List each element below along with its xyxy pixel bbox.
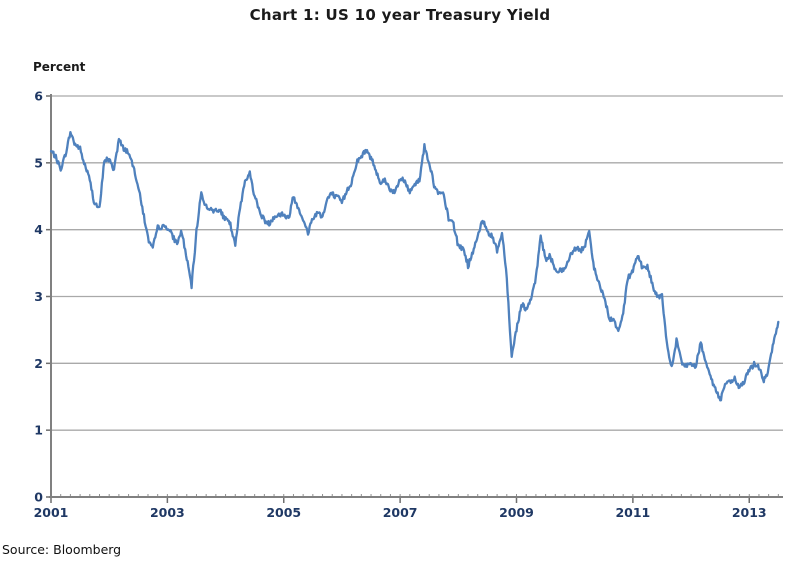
y-tick-label: 5 xyxy=(34,155,43,170)
y-tick-label: 6 xyxy=(34,89,43,104)
x-tick-label: 2009 xyxy=(499,505,534,520)
x-tick-label: 2001 xyxy=(34,505,69,520)
y-axis-unit-label: Percent xyxy=(33,60,86,74)
x-tick-label: 2007 xyxy=(383,505,418,520)
y-tick-label: 2 xyxy=(34,356,43,371)
source-note: Source: Bloomberg xyxy=(2,542,122,557)
x-tick-label: 2011 xyxy=(615,505,650,520)
x-tick-label: 2005 xyxy=(266,505,301,520)
chart-title: Chart 1: US 10 year Treasury Yield xyxy=(249,6,551,24)
y-tick-label: 3 xyxy=(34,289,43,304)
y-tick-label: 1 xyxy=(34,423,43,438)
y-tick-label: 0 xyxy=(34,490,43,505)
y-tick-label: 4 xyxy=(34,222,43,237)
x-tick-label: 2003 xyxy=(150,505,185,520)
x-tick-label: 2013 xyxy=(732,505,767,520)
treasury-yield-line xyxy=(49,130,780,402)
